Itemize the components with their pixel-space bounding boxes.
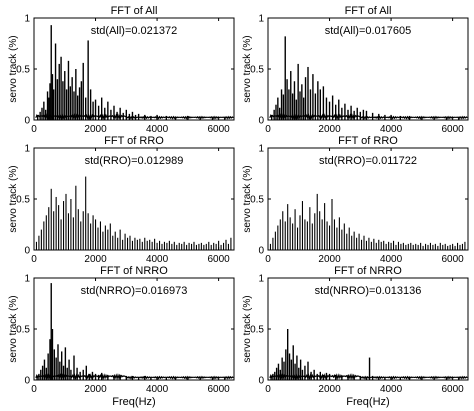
- chart-title: FFT of NRRO: [334, 265, 402, 277]
- std-annotation: std(NRRO)=0.013136: [315, 285, 422, 297]
- x-axis-label: Freq(Hz): [346, 396, 389, 408]
- plot-frame: [267, 277, 469, 381]
- x-tick-label: 6000: [441, 254, 464, 265]
- plot-frame: [33, 277, 235, 381]
- y-axis-label: servo track (%): [8, 165, 19, 232]
- y-tick-label: 0: [258, 116, 264, 127]
- x-tick-label: 2000: [318, 254, 341, 265]
- y-tick-label: 1: [24, 274, 30, 285]
- noise-floor-line: [35, 373, 234, 381]
- x-tick-label: 0: [31, 384, 37, 395]
- y-tick-label: 0.5: [16, 65, 30, 76]
- x-tick-label: 2000: [84, 254, 107, 265]
- std-annotation: std(RRO)=0.012989: [85, 155, 184, 167]
- chart-panel-top-left: 0 2000 4000 6000 0 0.5 1 FFT of All std(All)=0.0…: [8, 5, 235, 135]
- y-tick-label: 0.5: [16, 325, 30, 336]
- x-tick-label: 6000: [207, 254, 230, 265]
- chart-title: FFT of All: [111, 5, 158, 17]
- chart-title: FFT of NRRO: [100, 265, 168, 277]
- y-axis-label: servo track (%): [242, 295, 253, 362]
- x-tick-label: 4000: [146, 384, 169, 395]
- chart-title: FFT of RRO: [104, 135, 164, 147]
- x-tick-label: 2000: [318, 384, 341, 395]
- x-tick-label: 2000: [318, 124, 341, 135]
- y-tick-label: 0.5: [250, 195, 264, 206]
- plot-frame: [33, 17, 235, 121]
- x-tick-label: 4000: [380, 254, 403, 265]
- y-tick-label: 0: [24, 376, 30, 387]
- noise-floor-line: [269, 373, 468, 381]
- x-axis-label: Freq(Hz): [112, 396, 155, 408]
- y-tick-label: 0: [258, 246, 264, 257]
- y-tick-label: 1: [24, 144, 30, 155]
- chart-panel-top-right: 0 2000 4000 6000 0 0.5 1 FFT of All std(All)=0.0…: [242, 5, 469, 135]
- y-tick-label: 0: [24, 116, 30, 127]
- x-tick-label: 6000: [207, 384, 230, 395]
- y-tick-label: 0: [258, 376, 264, 387]
- y-tick-label: 1: [24, 14, 30, 25]
- x-tick-label: 2000: [84, 124, 107, 135]
- std-annotation: std(NRRO)=0.016973: [81, 285, 188, 297]
- x-tick-label: 6000: [441, 384, 464, 395]
- plot-frame: [267, 147, 469, 251]
- y-axis-label: servo track (%): [242, 35, 253, 102]
- std-annotation: std(All)=0.017605: [325, 25, 412, 37]
- y-axis-label: servo track (%): [8, 295, 19, 362]
- x-tick-label: 4000: [380, 384, 403, 395]
- chart-panel-bottom-left: 0 2000 4000 6000 0 0.5 1 FFT of NRRO std(NRRO)=0…: [8, 265, 235, 408]
- x-tick-label: 4000: [380, 124, 403, 135]
- x-tick-label: 0: [31, 124, 37, 135]
- y-tick-label: 0.5: [250, 325, 264, 336]
- noise-floor-line: [35, 113, 234, 121]
- x-tick-label: 2000: [84, 384, 107, 395]
- chart-panel-bottom-right: 0 2000 4000 6000 0 0.5 1 FFT of NRRO std(NRRO)=0…: [242, 265, 469, 408]
- y-tick-label: 1: [258, 274, 264, 285]
- y-tick-label: 1: [258, 14, 264, 25]
- std-annotation: std(All)=0.021372: [91, 25, 178, 37]
- chart-panel-middle-right: 0 2000 4000 6000 0 0.5 1 FFT of RRO std(RRO)=0.0…: [242, 135, 469, 265]
- x-tick-label: 6000: [207, 124, 230, 135]
- chart-panel-middle-left: 0 2000 4000 6000 0 0.5 1 FFT of RRO std(RRO)=0.0…: [8, 135, 235, 265]
- x-tick-label: 0: [265, 254, 271, 265]
- y-axis-label: servo track (%): [8, 35, 19, 102]
- y-tick-label: 1: [258, 144, 264, 155]
- y-tick-label: 0.5: [16, 195, 30, 206]
- x-tick-label: 4000: [146, 124, 169, 135]
- y-tick-label: 0: [24, 246, 30, 257]
- x-tick-label: 0: [31, 254, 37, 265]
- x-tick-label: 4000: [146, 254, 169, 265]
- x-tick-label: 0: [265, 124, 271, 135]
- y-tick-label: 0.5: [250, 65, 264, 76]
- chart-title: FFT of All: [345, 5, 392, 17]
- x-tick-label: 0: [265, 384, 271, 395]
- std-annotation: std(RRO)=0.011722: [319, 155, 417, 167]
- noise-floor-line: [269, 113, 468, 121]
- x-tick-label: 6000: [441, 124, 464, 135]
- y-axis-label: servo track (%): [242, 165, 253, 232]
- chart-title: FFT of RRO: [338, 135, 398, 147]
